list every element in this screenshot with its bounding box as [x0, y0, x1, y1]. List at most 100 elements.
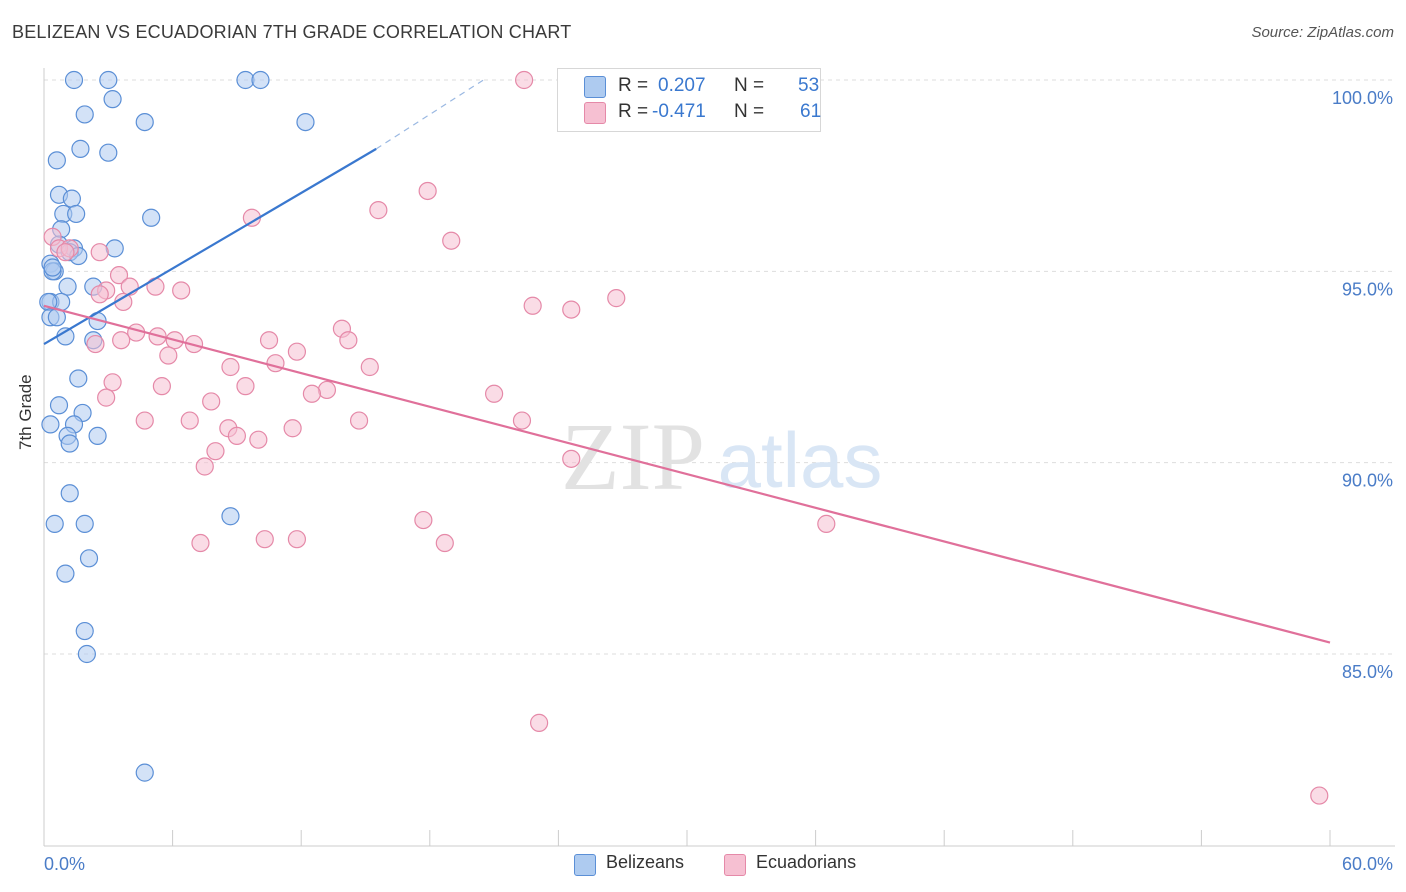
ecuadorians-trend-line — [43, 304, 1331, 644]
belizean-point — [58, 277, 77, 296]
ecuadorian-point — [172, 281, 191, 300]
ecuadorian-point — [287, 530, 307, 549]
belizean-point — [75, 514, 94, 533]
legend-n-label: N = — [734, 75, 765, 96]
legend-swatch-belizeans — [584, 76, 606, 98]
belizean-point — [47, 151, 66, 170]
ecuadorian-point — [159, 346, 178, 365]
belizeans-points — [39, 70, 315, 782]
legend-r-label: R = — [618, 75, 649, 96]
ecuadorian-point — [236, 377, 255, 396]
belizean-point — [99, 70, 118, 90]
belizean-point — [56, 564, 75, 583]
y-tick-labels: 85.0% 90.0% 95.0% 100.0% — [1332, 88, 1393, 682]
ecuadorian-point — [442, 231, 461, 250]
ecuadorian-point — [255, 530, 274, 549]
belizeans-trend-line — [43, 147, 377, 345]
ecuadorian-point — [317, 380, 337, 400]
legend-swatch-ecuadorians — [584, 102, 606, 124]
ecuadorian-point — [56, 243, 75, 262]
belizean-point — [43, 258, 62, 277]
belizean-point — [45, 514, 64, 533]
axes — [43, 68, 1395, 847]
bottom-swatch-belizeans — [574, 854, 596, 876]
ecuadorian-point — [817, 514, 836, 533]
ecuadorian-point — [180, 411, 199, 430]
trend-lines — [43, 79, 1331, 644]
ecuadorian-point — [266, 354, 285, 373]
ecuadorian-point — [109, 266, 129, 285]
ecuadorian-point — [1310, 786, 1329, 805]
ecuadorian-point — [349, 411, 369, 430]
ecuadorian-point — [195, 457, 214, 476]
ecuadorian-point — [523, 296, 542, 315]
belizean-point — [77, 644, 96, 664]
belizeans-trend-extension — [375, 79, 484, 150]
belizean-point — [142, 208, 161, 227]
belizean-point — [41, 415, 60, 434]
belizean-point — [67, 204, 86, 224]
ecuadorian-point — [90, 243, 109, 262]
ecuadorian-point — [287, 342, 307, 361]
ecuadorian-point — [339, 331, 358, 350]
legend-n-value: 61 — [800, 101, 822, 122]
bottom-legend-label: Ecuadorians — [756, 852, 857, 872]
ecuadorian-point — [135, 411, 154, 430]
ecuadorian-point — [512, 411, 532, 430]
belizean-point — [64, 70, 84, 90]
belizean-point — [75, 621, 94, 641]
belizean-point — [69, 369, 88, 388]
belizean-point — [75, 105, 94, 124]
ecuadorian-point — [202, 392, 221, 411]
belizean-point — [88, 426, 107, 445]
belizean-point — [71, 139, 90, 158]
ecuadorian-point — [414, 510, 433, 530]
watermark-zip: ZIP — [561, 403, 705, 510]
ecuadorian-point — [227, 426, 246, 445]
bottom-legend-label: Belizeans — [606, 852, 685, 872]
legend-r-label: R = — [618, 101, 649, 122]
y-tick-label: 85.0% — [1342, 662, 1393, 682]
ecuadorian-point — [103, 373, 122, 392]
belizean-point — [135, 112, 154, 132]
belizean-point — [221, 507, 240, 526]
chart-title: BELIZEAN VS ECUADORIAN 7TH GRADE CORRELA… — [12, 22, 572, 42]
belizean-point — [296, 112, 315, 132]
ecuadorian-point — [435, 533, 454, 553]
ecuadorian-point — [90, 285, 109, 304]
ecuadorian-point — [302, 384, 322, 403]
ecuadorian-point — [418, 181, 437, 201]
belizean-point — [62, 189, 81, 208]
watermark-atlas: atlas — [718, 416, 883, 504]
ecuadorian-point — [191, 533, 210, 553]
legend-r-value: -0.471 — [652, 101, 706, 122]
ecuadorian-point — [86, 334, 105, 354]
legend-r-value: 0.207 — [658, 75, 706, 96]
x-tick-label-min: 0.0% — [44, 854, 85, 874]
ecuadorian-point — [152, 377, 171, 396]
ecuadorian-point — [607, 289, 626, 308]
ecuadorian-point — [562, 300, 581, 319]
x-tick-label-max: 60.0% — [1342, 854, 1393, 874]
ecuadorian-point — [530, 713, 549, 732]
y-tick-label: 100.0% — [1332, 88, 1393, 108]
ecuadorian-point — [206, 442, 225, 461]
ecuadorian-point — [485, 384, 504, 403]
belizean-point — [135, 763, 154, 782]
ecuadorian-point — [515, 70, 534, 90]
belizean-point — [99, 143, 118, 162]
ecuadorian-point — [360, 357, 379, 377]
bottom-swatch-ecuadorians — [724, 854, 746, 876]
belizean-point — [79, 549, 99, 568]
stats-legend: R = 0.207 N = 53 R = -0.471 N = 61 — [557, 68, 821, 132]
belizean-point — [105, 239, 124, 258]
gridlines — [44, 79, 1395, 655]
ecuadorian-point — [562, 449, 581, 468]
ecuadorian-point — [112, 331, 131, 350]
ecuadorian-point — [283, 419, 302, 438]
y-tick-label: 90.0% — [1342, 471, 1393, 491]
legend-n-label: N = — [734, 101, 765, 122]
ecuadorian-point — [369, 201, 388, 220]
legend-n-value: 53 — [798, 75, 820, 96]
